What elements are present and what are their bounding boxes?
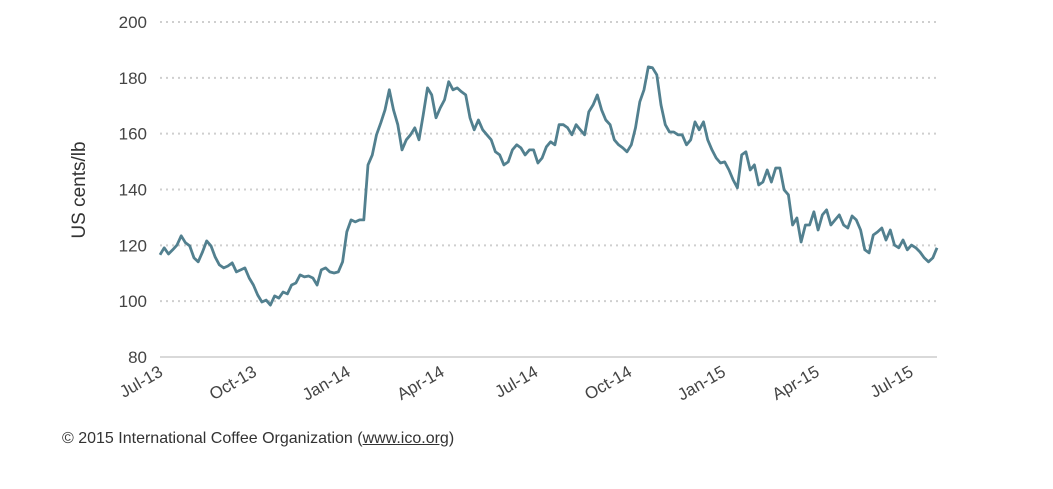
y-tick-label: 140 <box>119 181 147 200</box>
footer-suffix: ) <box>448 430 455 447</box>
footer-prefix: © 2015 International Coffee Organization… <box>62 430 363 447</box>
ico-link[interactable]: www.ico.org <box>362 430 449 447</box>
x-tick-label: Jul-14 <box>492 362 542 402</box>
x-tick-label: Oct-14 <box>581 362 635 404</box>
y-tick-label: 180 <box>119 69 147 88</box>
x-tick-label: Jan-14 <box>299 362 354 404</box>
x-axis-ticks: Jul-13 Oct-13 Jan-14 Apr-14 Jul-14 Oct-14 Jan-… <box>116 362 916 404</box>
x-tick-label: Jul-15 <box>867 362 917 402</box>
x-tick-label: Oct-13 <box>206 362 260 404</box>
y-tick-label: 100 <box>119 292 147 311</box>
x-tick-label: Apr-14 <box>394 362 448 404</box>
x-tick-label: Jan-15 <box>674 362 729 404</box>
gridlines <box>160 21 937 358</box>
y-axis-title: US cents/lb <box>69 141 90 238</box>
y-tick-label: 120 <box>119 236 147 255</box>
x-tick-label: Apr-15 <box>769 362 823 404</box>
y-tick-label: 160 <box>119 125 147 144</box>
series-line-price <box>158 65 939 307</box>
y-axis-ticks: 80 100 120 140 160 180 200 <box>119 13 147 367</box>
copyright-footer: © 2015 International Coffee Organization… <box>62 430 454 448</box>
x-tick-label: Jul-13 <box>116 362 166 402</box>
y-tick-label: 200 <box>119 13 147 32</box>
y-tick-label: 80 <box>128 348 147 367</box>
